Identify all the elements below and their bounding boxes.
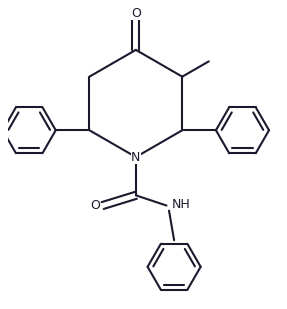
Text: O: O [131,6,141,20]
Text: N: N [131,150,141,163]
Text: O: O [91,199,100,212]
Text: NH: NH [172,198,190,211]
